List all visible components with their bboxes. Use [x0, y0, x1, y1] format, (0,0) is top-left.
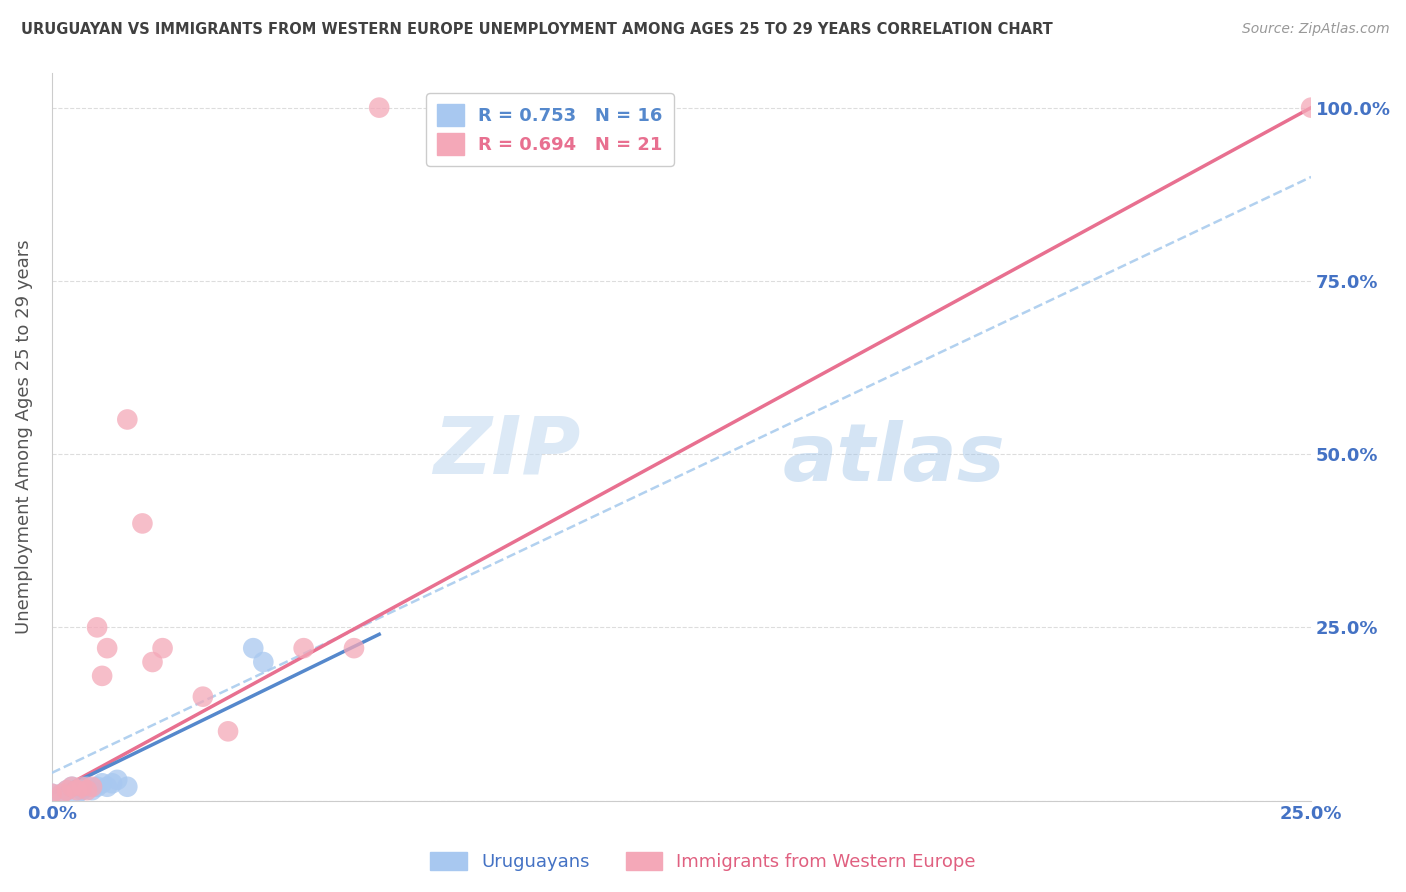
Point: [51, 787, 73, 801]
Point: [117, 780, 139, 794]
Point: [141, 655, 163, 669]
Point: [117, 412, 139, 426]
Point: [86, 620, 108, 634]
Point: [80, 780, 103, 794]
Legend: Uruguayans, Immigrants from Western Europe: Uruguayans, Immigrants from Western Euro…: [423, 845, 983, 879]
Point: [56, 783, 79, 797]
Point: [41, 787, 63, 801]
Point: [60, 780, 83, 794]
Point: [80, 783, 103, 797]
Point: [292, 641, 315, 656]
Text: ZIP: ZIP: [433, 412, 581, 491]
Point: [96, 780, 118, 794]
Text: Source: ZipAtlas.com: Source: ZipAtlas.com: [1241, 22, 1389, 37]
Legend: R = 0.753   N = 16, R = 0.694   N = 21: R = 0.753 N = 16, R = 0.694 N = 21: [426, 93, 673, 166]
Point: [368, 101, 391, 115]
Point: [86, 780, 108, 794]
Point: [70, 783, 93, 797]
Text: URUGUAYAN VS IMMIGRANTS FROM WESTERN EUROPE UNEMPLOYMENT AMONG AGES 25 TO 29 YEA: URUGUAYAN VS IMMIGRANTS FROM WESTERN EUR…: [21, 22, 1053, 37]
Point: [66, 783, 89, 797]
Text: atlas: atlas: [782, 419, 1005, 498]
Point: [191, 690, 214, 704]
Point: [41, 787, 63, 801]
Point: [131, 516, 153, 531]
Point: [56, 783, 79, 797]
Y-axis label: Unemployment Among Ages 25 to 29 years: Unemployment Among Ages 25 to 29 years: [15, 239, 32, 634]
Point: [1301, 101, 1323, 115]
Point: [96, 641, 118, 656]
Point: [70, 780, 93, 794]
Point: [105, 772, 128, 787]
Point: [60, 780, 83, 794]
Point: [252, 655, 274, 669]
Point: [91, 669, 114, 683]
Point: [91, 776, 114, 790]
Point: [101, 776, 124, 790]
Point: [66, 787, 89, 801]
Point: [76, 780, 98, 794]
Point: [343, 641, 366, 656]
Point: [242, 641, 264, 656]
Point: [76, 783, 98, 797]
Point: [217, 724, 239, 739]
Point: [152, 641, 174, 656]
Point: [51, 787, 73, 801]
